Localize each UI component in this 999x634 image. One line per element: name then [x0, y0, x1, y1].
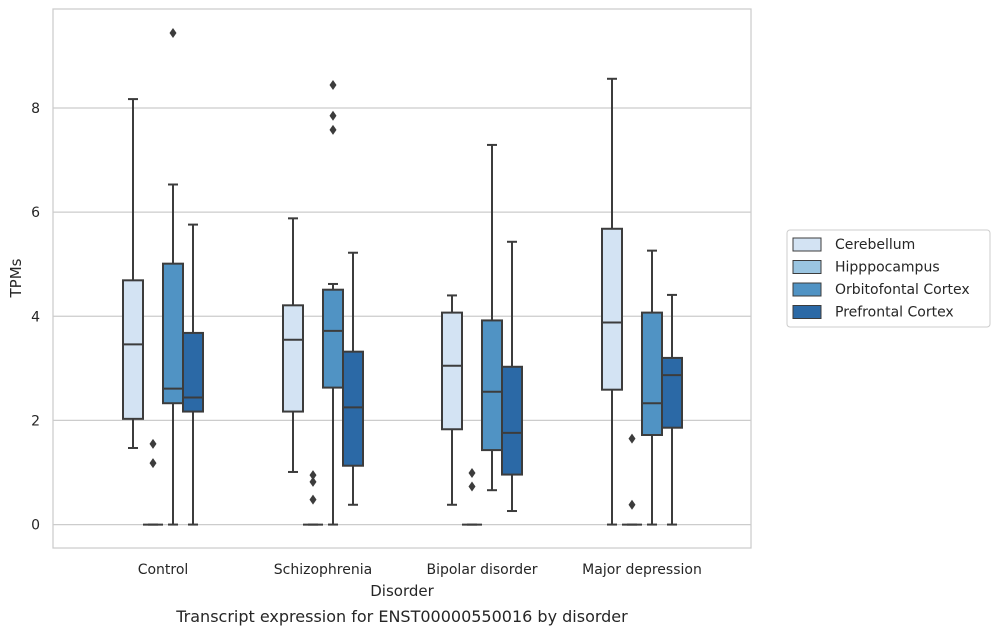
legend-swatch [792, 260, 822, 274]
box-prefrontal-cortex [182, 223, 204, 526]
box-hipppocampus [622, 433, 642, 526]
box-prefrontal-cortex [661, 293, 683, 526]
plot-background [53, 9, 751, 548]
y-tick-label: 0 [31, 518, 40, 534]
box-cerebellum [122, 98, 144, 450]
outlier-point [329, 110, 337, 121]
outlier-point [149, 458, 157, 469]
legend-label: Orbitofontal Cortex [835, 282, 970, 298]
box-body [122, 279, 144, 420]
y-tick-label: 4 [31, 309, 40, 325]
legend-swatch [792, 282, 822, 297]
box-body [282, 304, 304, 413]
boxes [122, 27, 683, 526]
box-hipppocampus [303, 470, 323, 526]
legend-frame [786, 229, 991, 328]
box-body [342, 350, 364, 467]
x-axis-title: Disorder [370, 582, 434, 600]
box-cerebellum [441, 294, 463, 506]
box-orbitofontal-cortex [322, 80, 344, 526]
legend-swatch [792, 237, 822, 252]
x-tick-label: Schizophrenia [274, 562, 372, 578]
x-tick-labels: Control Schizophrenia Bipolar disorder Majo… [138, 562, 702, 578]
x-tick-label: Major depression [582, 562, 702, 578]
box-body [162, 262, 184, 405]
box-prefrontal-cortex [342, 251, 364, 506]
outlier-point [309, 476, 317, 487]
y-tick-label: 8 [31, 101, 40, 117]
box-body [182, 331, 204, 413]
y-tick-label: 2 [31, 413, 40, 429]
outlier-point [468, 468, 476, 479]
box-body [481, 319, 503, 452]
box-cerebellum [282, 217, 304, 473]
outlier-point [149, 438, 157, 449]
box-prefrontal-cortex [501, 240, 523, 513]
outlier-point [329, 80, 337, 91]
outlier-point [628, 433, 636, 444]
box-body [601, 227, 623, 391]
box-body [322, 288, 344, 389]
y-tick-label: 6 [31, 205, 40, 221]
outlier-point [309, 494, 317, 505]
legend-label: Hipppocampus [835, 260, 940, 276]
plot-frame [52, 8, 752, 549]
outlier-point [309, 470, 317, 481]
legend-swatch [792, 305, 822, 319]
outlier-point [468, 481, 476, 492]
legend-label: Prefrontal Cortex [835, 305, 954, 321]
box-hipppocampus [462, 468, 482, 526]
box-hipppocampus [143, 438, 163, 526]
box-body [641, 311, 663, 436]
outlier-point [628, 499, 636, 510]
box-orbitofontal-cortex [641, 249, 663, 526]
y-tick-labels: 0 2 4 6 8 [31, 101, 40, 534]
box-body [441, 311, 463, 431]
x-tick-label: Bipolar disorder [426, 562, 537, 578]
y-axis-title: TPMs [7, 258, 25, 298]
outlier-point [169, 27, 177, 38]
legend: Cerebellum Hipppocampus Orbitofontal Corte… [786, 229, 991, 328]
legend-label: Cerebellum [835, 237, 915, 253]
outlier-point [329, 124, 337, 135]
box-cerebellum [601, 77, 623, 526]
x-tick-label: Control [138, 562, 189, 578]
box-body [661, 356, 683, 429]
box-body [501, 365, 523, 476]
chart-caption: Transcript expression for ENST0000055001… [175, 607, 628, 626]
